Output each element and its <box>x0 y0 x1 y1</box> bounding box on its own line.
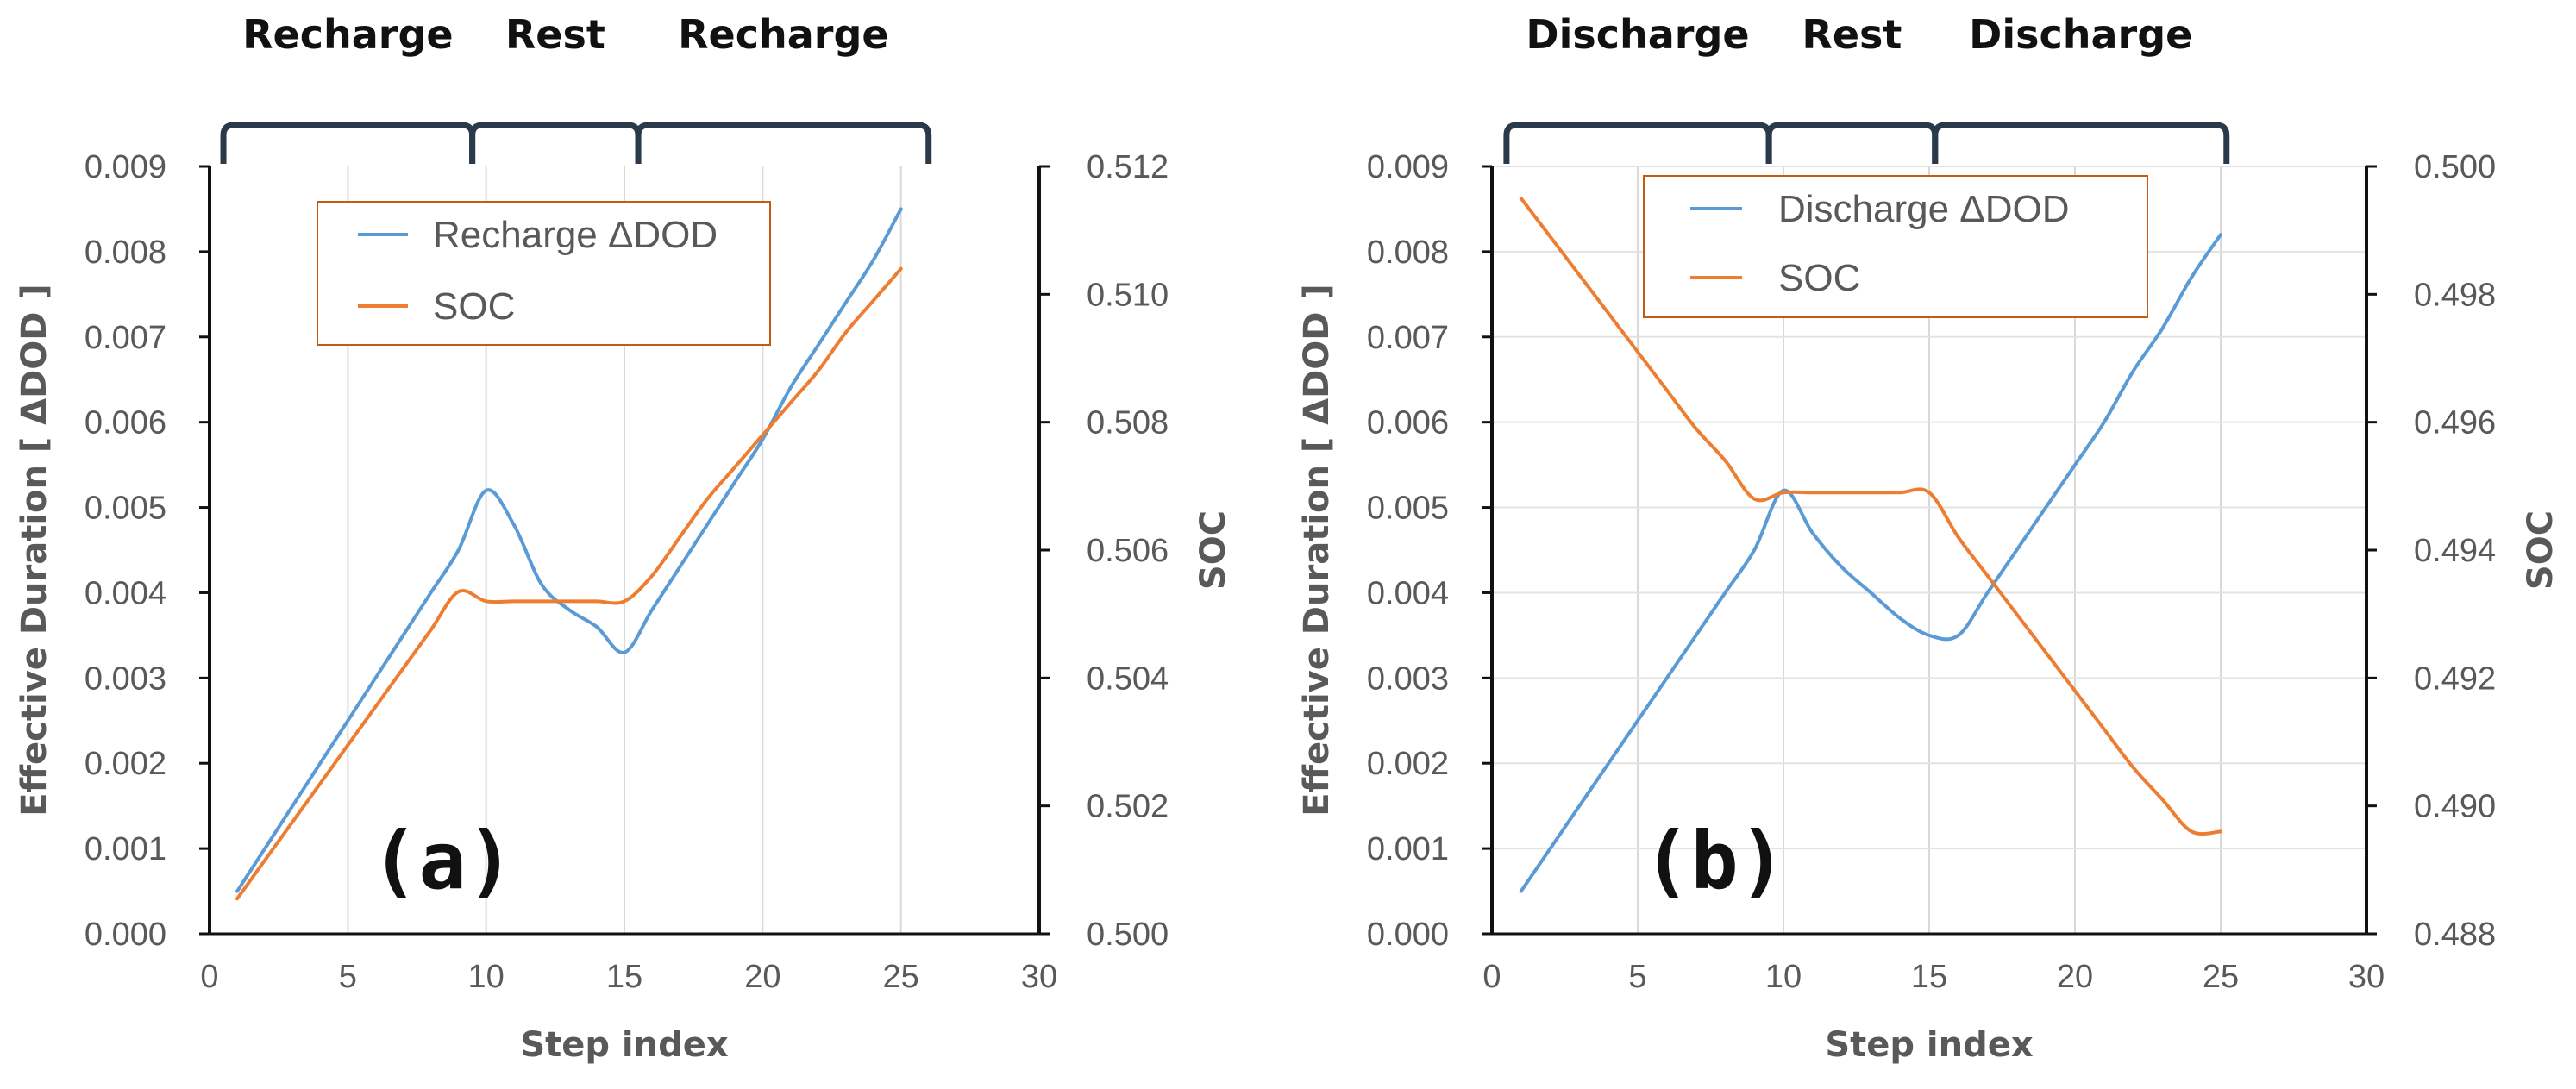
legend-entry: Recharge ΔDOD <box>433 214 718 256</box>
x-tick-label: 25 <box>2203 959 2239 995</box>
y-tick-label: 0.008 <box>85 235 166 271</box>
series-line-ddod <box>1519 233 2222 893</box>
x-tick-label: 30 <box>2348 959 2385 995</box>
phase-label: Rest <box>505 11 605 58</box>
y-tick-label: 0.002 <box>85 746 166 782</box>
y-tick-label: 0.001 <box>85 831 166 867</box>
series-line-soc <box>1519 197 2222 836</box>
legend-entry: SOC <box>433 285 515 328</box>
y-tick-label: 0.007 <box>85 320 166 356</box>
y-tick-label: 0.000 <box>1367 917 1449 953</box>
y-tick-label: 0.000 <box>85 917 166 953</box>
y-tick-label: 0.003 <box>85 660 166 697</box>
y-tick-label: 0.003 <box>1367 660 1449 697</box>
x-tick-label: 30 <box>1021 959 1057 995</box>
x-tick-label: 5 <box>1628 959 1646 995</box>
y-tick-label: 0.005 <box>1367 491 1449 527</box>
y-tick-label: 0.009 <box>85 149 166 185</box>
y-tick-label: 0.001 <box>1367 831 1449 867</box>
legend-entry: SOC <box>1778 257 1860 299</box>
y2-tick-label: 0.508 <box>1087 405 1169 441</box>
phase-label: Discharge <box>1526 11 1749 58</box>
phase-label: Discharge <box>1969 11 2192 58</box>
series-line-ddod <box>235 207 903 893</box>
y-tick-label: 0.002 <box>1367 746 1449 782</box>
y2-tick-label: 0.502 <box>1087 789 1169 825</box>
y-tick-label: 0.004 <box>1367 575 1449 611</box>
y2-tick-label: 0.506 <box>1087 533 1169 569</box>
y-tick-label: 0.004 <box>85 575 166 611</box>
y-tick-label: 0.005 <box>85 491 166 527</box>
x-tick-label: 0 <box>1482 959 1501 995</box>
y2-tick-label: 0.500 <box>1087 917 1169 953</box>
x-tick-label: 25 <box>883 959 919 995</box>
phase-label: Recharge <box>678 11 889 58</box>
x-tick-label: 20 <box>2057 959 2093 995</box>
y2-tick-label: 0.498 <box>2414 277 2496 313</box>
series-line-soc <box>235 266 903 901</box>
y2-axis-title: SOC <box>1194 510 1233 590</box>
x-tick-label: 15 <box>606 959 642 995</box>
y-tick-label: 0.007 <box>1367 320 1449 356</box>
chart-panel-a: 0.000 0.001 0.002 0.003 0.004 0.005 0.006 0.007… <box>15 11 1233 1065</box>
y-tick-label: 0.006 <box>85 405 166 441</box>
y2-tick-label: 0.496 <box>2414 405 2496 441</box>
legend-entry: Discharge ΔDOD <box>1778 188 2069 230</box>
y2-axis-title: SOC <box>2521 510 2560 590</box>
x-tick-label: 15 <box>1911 959 1947 995</box>
phase-label: Rest <box>1802 11 1902 58</box>
x-tick-label: 10 <box>1765 959 1802 995</box>
x-tick-label: 20 <box>744 959 780 995</box>
x-tick-label: 0 <box>200 959 218 995</box>
phase-bracket <box>1932 122 2230 164</box>
y2-tick-label: 0.500 <box>2414 149 2496 185</box>
phase-label: Recharge <box>242 11 454 58</box>
y-tick-label: 0.008 <box>1367 235 1449 271</box>
x-tick-label: 10 <box>468 959 505 995</box>
y-tick-label: 0.009 <box>1367 149 1449 185</box>
y2-tick-label: 0.504 <box>1087 660 1169 697</box>
x-axis-title: Step index <box>1825 1025 2034 1065</box>
chart-panel-b: 0.000 0.001 0.002 0.003 0.004 0.005 0.006 0.007… <box>1297 11 2560 1065</box>
y2-tick-label: 0.494 <box>2414 533 2496 569</box>
y-axis-title: Effective Duration [ ΔDOD ] <box>1297 284 1337 816</box>
panel-label: (a) <box>371 815 514 907</box>
y-axis-title: Effective Duration [ ΔDOD ] <box>15 284 54 816</box>
y2-tick-label: 0.488 <box>2414 917 2496 953</box>
y-tick-label: 0.006 <box>1367 405 1449 441</box>
phase-bracket <box>1765 122 1939 164</box>
legend-box <box>317 201 771 346</box>
phase-bracket <box>469 122 642 164</box>
y2-tick-label: 0.492 <box>2414 660 2496 697</box>
y2-tick-label: 0.490 <box>2414 789 2496 825</box>
legend-box <box>1643 175 2148 318</box>
y2-tick-label: 0.510 <box>1087 277 1169 313</box>
x-tick-label: 5 <box>339 959 357 995</box>
phase-bracket <box>220 122 476 164</box>
phase-bracket <box>1503 122 1772 164</box>
phase-bracket <box>635 122 932 164</box>
y2-tick-label: 0.512 <box>1087 149 1169 185</box>
panel-label: (b) <box>1643 815 1786 907</box>
x-axis-title: Step index <box>520 1025 729 1065</box>
